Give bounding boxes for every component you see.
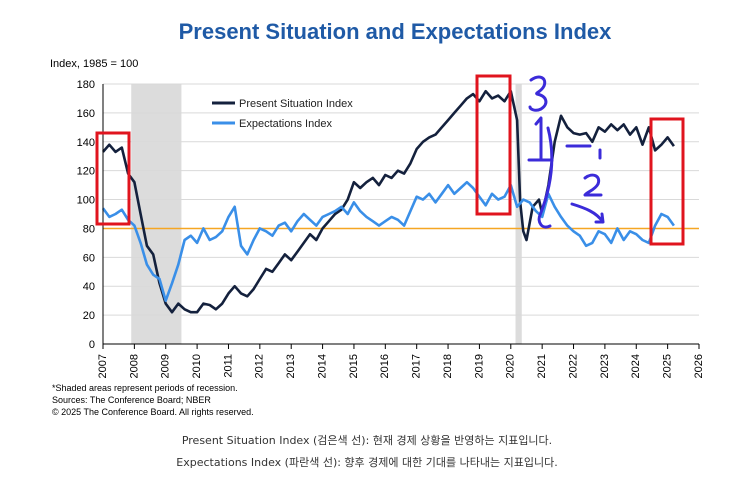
x-tick-label: 2019 — [473, 354, 485, 378]
caption-present-situation: Present Situation Index (검은색 선): 현재 경제 상… — [181, 434, 553, 447]
highlight-box-2007 — [95, 131, 131, 226]
y-tick-label: 180 — [77, 79, 95, 91]
x-tick-labels: 2007 2008 2009 2010 2011 2012 2013 2014 2015 2016… — [97, 354, 705, 378]
series-line-expectations — [101, 180, 675, 302]
y-tick-label: 160 — [77, 108, 95, 120]
footnote-copyright: © 2025 The Conference Board. All rights … — [52, 407, 254, 417]
handwritten-two-mark — [583, 173, 603, 197]
handwritten-three-mark — [528, 75, 548, 112]
x-tick-label: 2007 — [97, 354, 109, 378]
handwritten-annotations — [527, 75, 605, 229]
x-tick-label: 2026 — [693, 354, 705, 378]
highlight-box-2019 — [475, 74, 512, 216]
y-tick-label: 140 — [77, 137, 95, 149]
x-tick-label: 2012 — [254, 354, 266, 378]
x-tick-label: 2013 — [285, 354, 297, 378]
x-tick-label: 2020 — [505, 354, 517, 378]
handwritten-arc-mark — [537, 126, 554, 229]
x-tick-label: 2009 — [160, 354, 172, 378]
x-tick-label: 2021 — [536, 354, 548, 378]
x-tick-label: 2011 — [222, 354, 234, 378]
axes — [102, 84, 700, 349]
y-tick-label: 20 — [83, 310, 95, 322]
handwritten-arrow-mark — [570, 202, 605, 224]
y-tick-label: 100 — [77, 195, 95, 207]
recession-band-0 — [131, 84, 182, 344]
x-tick-label: 2018 — [442, 354, 454, 378]
x-tick-label: 2010 — [191, 354, 203, 378]
x-tick-label: 2025 — [662, 354, 674, 378]
series-lines — [101, 89, 675, 314]
caption-expectations: Expectations Index (파란색 선): 향후 경제에 대한 기대… — [176, 456, 558, 469]
footnote-sources: Sources: The Conference Board; NBER — [52, 395, 211, 405]
series-line-present-situation — [102, 89, 675, 314]
gridlines — [103, 83, 699, 316]
x-tick-label: 2014 — [316, 354, 328, 378]
x-tick-label: 2008 — [128, 354, 140, 378]
y-tick-label: 0 — [89, 339, 95, 351]
x-tick-label: 2016 — [379, 354, 391, 378]
x-tick-label: 2022 — [567, 354, 579, 378]
x-tick-label: 2017 — [411, 354, 423, 378]
y-tick-label: 60 — [83, 252, 95, 264]
recession-band-1 — [515, 84, 522, 344]
legend: Present Situation Index Expectations Ind… — [212, 98, 353, 130]
chart-title: Present Situation and Expectations Index — [179, 19, 613, 44]
legend-label-present: Present Situation Index — [239, 98, 353, 110]
handwritten-dash-mark — [565, 144, 602, 160]
y-tick-label: 120 — [77, 166, 95, 178]
y-tick-label: 80 — [83, 223, 95, 235]
footnote-recession: *Shaded areas represent periods of reces… — [52, 383, 238, 393]
x-tick-label: 2015 — [348, 354, 360, 378]
highlight-box-2025 — [649, 117, 685, 246]
x-tick-label: 2024 — [630, 354, 642, 378]
handwritten-one-mark — [527, 116, 554, 162]
y-tick-labels: 0 20 40 60 80 100 120 140 160 180 — [77, 79, 95, 351]
y-tick-label: 40 — [83, 281, 95, 293]
y-axis-label: Index, 1985 = 100 — [50, 58, 138, 70]
highlight-boxes — [95, 74, 685, 246]
x-tick-label: 2023 — [599, 354, 611, 378]
legend-label-expectations: Expectations Index — [239, 118, 332, 130]
